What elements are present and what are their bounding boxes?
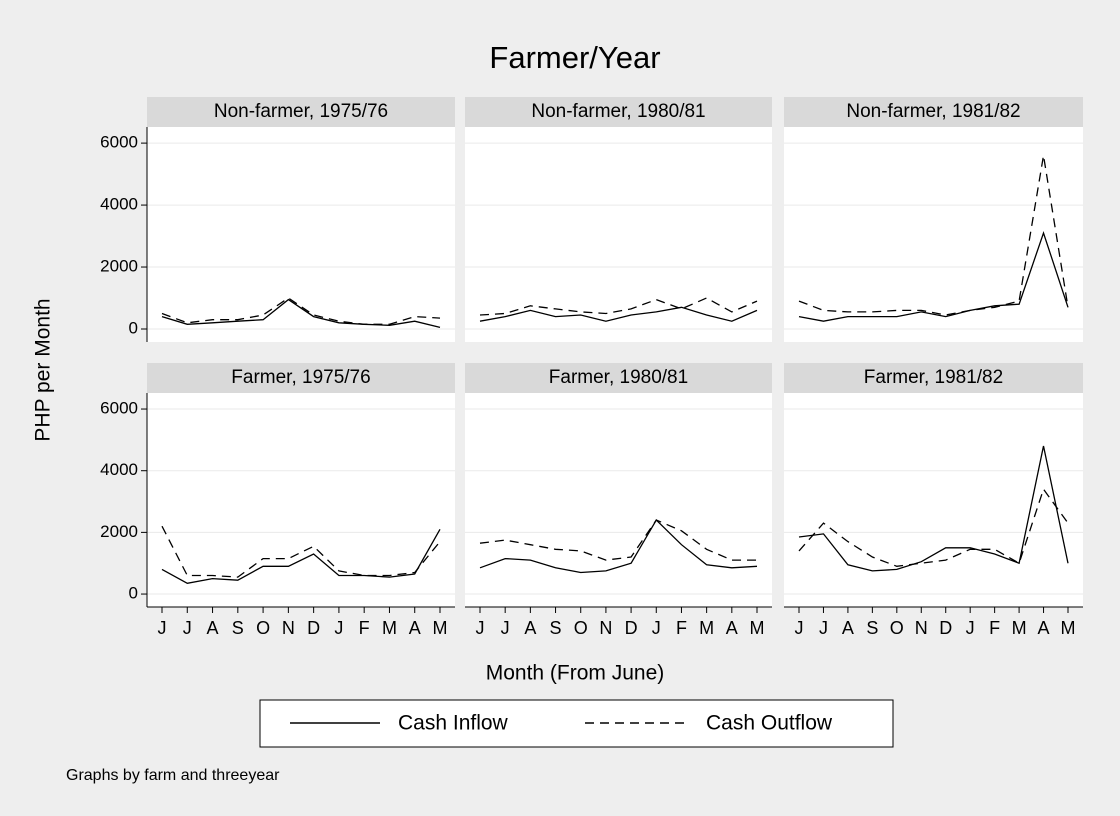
panel-title: Non-farmer, 1980/81 [531, 101, 705, 122]
plot-region [784, 127, 1083, 342]
series-line [161, 298, 441, 329]
x-tick-label: M [750, 618, 765, 638]
chart-title: Farmer/Year [489, 40, 660, 75]
x-tick-label: N [282, 618, 295, 638]
plot-region [465, 127, 772, 342]
y-tick-label: 0 [129, 318, 138, 337]
x-tick-label: D [625, 618, 638, 638]
panel-strip [784, 363, 1083, 393]
panel-strip [465, 363, 772, 393]
y-tick-label: 4000 [100, 460, 138, 479]
x-tick-label: J [183, 618, 192, 638]
series-line [479, 306, 758, 322]
x-tick-label: O [574, 618, 588, 638]
y-tick-label: 6000 [100, 399, 138, 418]
x-tick-label: J [158, 618, 167, 638]
x-tick-label: J [334, 618, 343, 638]
x-tick-label: M [433, 618, 448, 638]
legend-label: Cash Outflow [706, 712, 833, 735]
series-line [798, 445, 1069, 572]
x-tick-label: S [550, 618, 562, 638]
plot-region [465, 393, 772, 607]
x-tick-label: M [382, 618, 397, 638]
x-tick-label: O [256, 618, 270, 638]
panel-title: Farmer, 1975/76 [231, 367, 370, 388]
series-line [161, 297, 441, 325]
x-tick-label: D [307, 618, 320, 638]
panel-title: Non-farmer, 1981/82 [846, 101, 1020, 122]
panel-strip [465, 97, 772, 127]
x-tick-label: O [890, 618, 904, 638]
series-line [161, 528, 441, 584]
x-tick-label: M [1012, 618, 1027, 638]
x-tick-label: A [726, 618, 738, 638]
series-line [798, 230, 1069, 322]
x-tick-label: F [989, 618, 1000, 638]
panel-strip [147, 363, 455, 393]
x-tick-label: J [501, 618, 510, 638]
x-tick-label: N [599, 618, 612, 638]
x-axis-title: Month (From June) [486, 662, 665, 685]
x-tick-label: A [207, 618, 219, 638]
panel-strip [784, 97, 1083, 127]
x-tick-label: J [966, 618, 975, 638]
x-tick-label: M [1061, 618, 1076, 638]
x-tick-label: F [359, 618, 370, 638]
series-line [479, 519, 757, 561]
series-line [798, 487, 1069, 567]
y-tick-label: 2000 [100, 522, 138, 541]
note: Graphs by farm and threeyear [66, 767, 280, 784]
x-tick-label: J [819, 618, 828, 638]
x-tick-label: J [795, 618, 804, 638]
y-tick-label: 6000 [100, 133, 138, 152]
x-tick-label: F [676, 618, 687, 638]
y-tick-label: 0 [129, 584, 138, 603]
y-axis-title: PHP per Month [32, 298, 55, 441]
x-tick-label: J [652, 618, 661, 638]
x-tick-label: A [409, 618, 421, 638]
x-tick-label: S [866, 618, 878, 638]
y-tick-label: 2000 [100, 257, 138, 276]
y-tick-label: 4000 [100, 195, 138, 214]
panel-title: Farmer, 1980/81 [549, 367, 688, 388]
x-tick-label: D [939, 618, 952, 638]
panel-strip [147, 97, 455, 127]
plot-region [147, 393, 455, 607]
series-line [798, 155, 1069, 316]
plot-region [784, 393, 1083, 607]
legend-label: Cash Inflow [398, 712, 509, 735]
plot-region [147, 127, 455, 342]
x-tick-label: J [476, 618, 485, 638]
series-line [161, 525, 441, 578]
x-tick-label: M [699, 618, 714, 638]
x-tick-label: A [842, 618, 854, 638]
series-line [479, 518, 758, 574]
x-tick-label: N [915, 618, 928, 638]
panel-title: Farmer, 1981/82 [864, 367, 1003, 388]
x-tick-label: A [1038, 618, 1050, 638]
panel-title: Non-farmer, 1975/76 [214, 101, 388, 122]
x-tick-label: A [524, 618, 536, 638]
x-tick-label: S [232, 618, 244, 638]
series-line [479, 297, 758, 316]
